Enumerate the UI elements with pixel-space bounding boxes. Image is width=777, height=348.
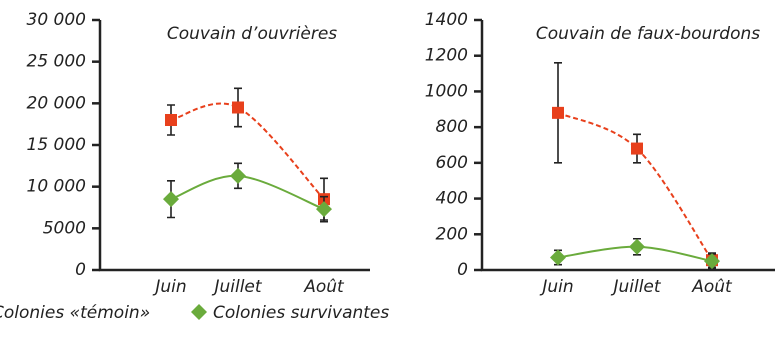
axis — [98, 20, 370, 272]
marker — [316, 201, 332, 218]
y-tick-label: 1000 — [425, 81, 468, 101]
y-tick-label: 600 — [436, 153, 468, 173]
y-tick-label: 0 — [75, 260, 86, 280]
marker — [165, 114, 177, 126]
marker — [552, 106, 564, 119]
y-tick-label: 5000 — [43, 218, 86, 238]
y-tick-label: 0 — [457, 260, 468, 280]
y-tick-label: 10 000 — [27, 177, 86, 197]
marker — [163, 191, 179, 208]
x-tick-label: Juin — [539, 277, 573, 297]
marker — [629, 238, 645, 255]
y-tick-label: 30 000 — [27, 10, 86, 30]
x-tick-label: Juillet — [610, 277, 661, 297]
legend-label: Colonies «témoin» — [0, 303, 150, 323]
chart-title: Couvain de faux-bourdons — [536, 24, 760, 44]
y-tick-label: 1400 — [425, 10, 468, 30]
series-line — [557, 111, 713, 261]
marker — [550, 249, 566, 266]
marker — [704, 253, 720, 270]
y-tick-label: 25 000 — [27, 52, 86, 72]
axis — [480, 20, 775, 272]
legend-marker — [191, 304, 207, 320]
x-tick-label: Août — [691, 277, 733, 297]
chart-title: Couvain d’ouvrières — [167, 24, 337, 44]
marker — [631, 142, 643, 155]
x-tick-label: Août — [303, 277, 345, 297]
marker — [230, 167, 246, 184]
legend-label: Colonies survivantes — [213, 303, 389, 323]
marker — [232, 101, 244, 114]
y-tick-label: 15 000 — [27, 135, 86, 155]
x-tick-label: Juillet — [211, 277, 262, 297]
y-tick-label: 200 — [436, 224, 468, 244]
y-tick-label: 800 — [436, 117, 468, 137]
series-line — [170, 174, 325, 211]
x-tick-label: Juin — [152, 277, 186, 297]
y-tick-label: 1200 — [425, 46, 468, 66]
y-tick-label: 400 — [436, 189, 468, 209]
y-tick-label: 20 000 — [27, 93, 86, 113]
series-line — [170, 102, 325, 200]
